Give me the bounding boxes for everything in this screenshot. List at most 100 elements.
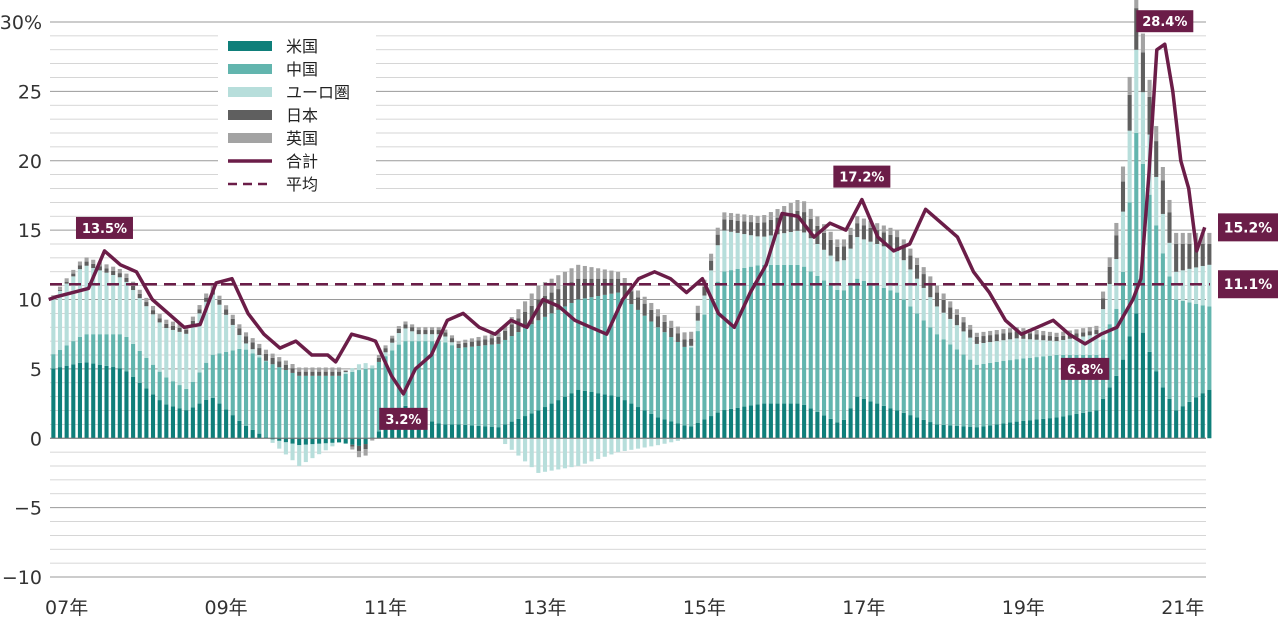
bar-euro — [1200, 265, 1205, 306]
bar-euro — [589, 438, 594, 462]
bar-us — [928, 422, 933, 439]
bar-japan — [449, 338, 455, 343]
bar-china — [164, 377, 169, 405]
bar-euro — [277, 440, 282, 449]
bar-uk — [456, 341, 461, 344]
bar-china — [821, 280, 827, 416]
bar-euro — [503, 438, 508, 445]
bar-japan — [868, 227, 873, 242]
bar-china — [317, 375, 322, 439]
bar-china — [1187, 302, 1192, 402]
bar-japan — [104, 268, 109, 273]
bar-us — [662, 419, 667, 439]
bar-japan — [250, 342, 255, 350]
x-tick-label: 11年 — [364, 597, 407, 619]
bar-us — [150, 394, 156, 439]
bar-china — [1174, 299, 1179, 411]
bar-japan — [582, 278, 587, 299]
bar-us — [742, 406, 747, 439]
bar-japan — [496, 336, 501, 344]
bar-euro — [224, 314, 229, 352]
bar-japan — [675, 333, 680, 342]
bar-uk — [981, 331, 986, 337]
bar-china — [1107, 324, 1112, 388]
bar-china — [243, 349, 249, 426]
bar-euro — [1067, 338, 1072, 355]
bar-us — [310, 438, 315, 445]
bar-japan — [523, 311, 528, 329]
bar-japan — [383, 348, 388, 353]
bar-uk — [489, 334, 494, 339]
bar-uk — [343, 370, 348, 371]
x-tick-label: 21年 — [1161, 597, 1204, 619]
bar-euro — [297, 445, 302, 466]
bar-us — [954, 425, 959, 439]
bar-us — [988, 425, 993, 439]
bar-euro — [210, 294, 215, 355]
bar-us — [1160, 387, 1165, 439]
bar-euro — [755, 236, 760, 266]
bar-japan — [204, 297, 209, 302]
bar-euro — [649, 438, 654, 447]
bar-euro — [875, 244, 880, 286]
bar-uk — [529, 293, 534, 306]
bar-china — [297, 375, 302, 439]
bar-euro — [881, 246, 886, 288]
bar-euro — [629, 438, 634, 450]
bar-euro — [71, 276, 76, 342]
x-tick-label: 07年 — [45, 597, 88, 619]
bar-us — [449, 424, 455, 439]
bar-euro — [529, 438, 534, 468]
bar-us — [1021, 420, 1026, 439]
bar-japan — [1067, 334, 1072, 339]
bar-china — [403, 341, 408, 406]
bar-japan — [350, 444, 355, 447]
bar-japan — [150, 310, 156, 315]
bar-japan — [376, 357, 381, 362]
bar-euro — [243, 343, 249, 350]
bar-uk — [363, 449, 368, 456]
bar-us — [629, 403, 634, 439]
bar-us — [1140, 332, 1145, 439]
bar-uk — [695, 305, 700, 313]
bar-china — [901, 299, 906, 413]
bar-uk — [788, 203, 793, 214]
bar-us — [523, 416, 528, 439]
bar-us — [84, 362, 89, 439]
bar-us — [802, 404, 807, 439]
bar-china — [908, 306, 913, 416]
bar-uk — [111, 266, 116, 271]
bar-us — [529, 413, 534, 439]
bar-euro — [861, 239, 866, 281]
bar-us — [1061, 416, 1066, 439]
bar-euro — [263, 360, 269, 362]
bar-japan — [649, 309, 654, 322]
bar-us — [755, 404, 760, 439]
bar-us — [456, 424, 461, 439]
bar-japan — [901, 246, 906, 261]
bar-japan — [336, 371, 342, 376]
bar-china — [556, 309, 561, 401]
bar-uk — [576, 264, 581, 279]
x-axis-ticks: 07年 09年 11年 13年 15年 17年 19年 21年 — [45, 597, 1204, 619]
bar-us — [1154, 371, 1159, 439]
bar-euro — [283, 442, 288, 455]
y-tick-label: 20 — [18, 151, 42, 173]
bar-china — [330, 375, 335, 439]
bar-china — [131, 343, 136, 377]
stacked-bars — [51, 0, 1212, 473]
bar-japan — [1180, 244, 1185, 271]
bar-uk — [224, 305, 229, 310]
bar-euro — [1054, 341, 1059, 355]
bar-euro — [449, 342, 455, 346]
bar-china — [1041, 356, 1046, 419]
bar-japan — [1074, 333, 1079, 338]
bar-japan — [356, 445, 362, 451]
bar-japan — [57, 289, 63, 291]
bar-uk — [330, 367, 335, 372]
bar-euro — [675, 438, 680, 441]
bar-japan — [157, 318, 162, 323]
bar-china — [469, 346, 474, 426]
bar-euro — [994, 341, 999, 362]
bar-euro — [655, 438, 660, 446]
